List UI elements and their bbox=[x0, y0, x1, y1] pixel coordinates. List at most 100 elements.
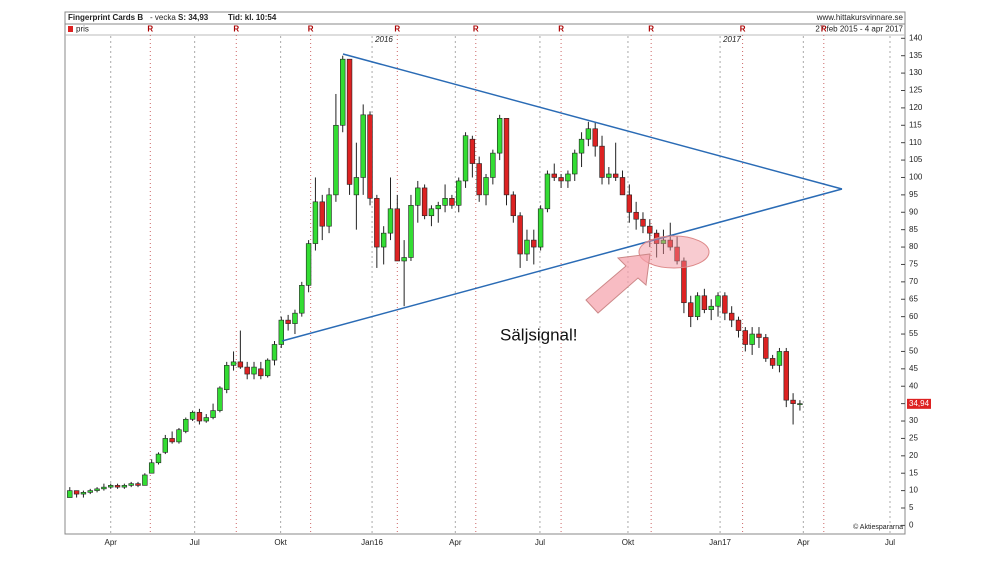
lower-trendline bbox=[281, 188, 843, 342]
candle-body bbox=[244, 366, 250, 375]
report-marker: R bbox=[473, 25, 479, 34]
report-marker: R bbox=[558, 25, 564, 34]
candle-body bbox=[456, 180, 462, 206]
candle-body bbox=[749, 333, 755, 345]
candle-body bbox=[776, 351, 783, 366]
candle-body bbox=[367, 114, 373, 199]
candle-body bbox=[585, 128, 592, 140]
candle-body bbox=[121, 485, 128, 488]
last-price-label: 34,94 bbox=[909, 399, 930, 408]
report-marker: R bbox=[394, 25, 400, 34]
legend-label: pris bbox=[76, 25, 89, 34]
candle-body bbox=[67, 490, 73, 498]
candle-body bbox=[135, 483, 141, 486]
candle-body bbox=[565, 173, 571, 182]
report-marker: R bbox=[233, 25, 239, 34]
report-marker: R bbox=[648, 25, 654, 34]
candle-body bbox=[176, 429, 182, 443]
report-marker: R bbox=[821, 25, 827, 34]
candle-body bbox=[510, 194, 517, 217]
candle-body bbox=[353, 177, 360, 196]
candle-body bbox=[278, 319, 285, 345]
y-tick-label: 140 bbox=[909, 33, 923, 42]
candle-body bbox=[114, 485, 121, 488]
candle-body bbox=[578, 138, 585, 154]
signal-arrow bbox=[585, 253, 651, 314]
candle-body bbox=[148, 462, 155, 474]
candle-body bbox=[340, 58, 346, 126]
candle-body bbox=[203, 417, 209, 422]
y-tick-label: 95 bbox=[909, 190, 918, 199]
candle-body bbox=[496, 118, 503, 154]
y-tick-label: 60 bbox=[909, 312, 918, 321]
candle-body bbox=[763, 337, 769, 359]
candle-body bbox=[531, 239, 537, 248]
candle-body bbox=[87, 490, 93, 493]
report-marker: R bbox=[740, 25, 746, 34]
candle-body bbox=[162, 438, 168, 453]
y-tick-label: 110 bbox=[909, 138, 922, 147]
y-tick-label: 80 bbox=[909, 242, 918, 251]
candle-body bbox=[626, 194, 633, 213]
y-tick-label: 75 bbox=[909, 260, 918, 269]
y-tick-label: 120 bbox=[909, 103, 923, 112]
legend-swatch bbox=[68, 26, 73, 32]
last-price-box bbox=[907, 398, 931, 409]
candle-body bbox=[462, 135, 469, 182]
x-tick-label: Jul bbox=[190, 538, 200, 547]
candle-body bbox=[210, 410, 216, 418]
upper-trendline bbox=[342, 53, 843, 190]
chart-title: Fingerprint Cards B bbox=[68, 13, 143, 22]
y-tick-label: 130 bbox=[909, 68, 923, 77]
last-info: S: 34,93 bbox=[178, 13, 209, 22]
candle-body bbox=[701, 295, 708, 310]
candle-body bbox=[108, 485, 114, 488]
y-tick-label: 90 bbox=[909, 207, 918, 216]
x-tick-label: Apr bbox=[797, 538, 810, 547]
candle-body bbox=[537, 208, 544, 248]
candle-body bbox=[503, 118, 510, 196]
report-marker: R bbox=[308, 25, 314, 34]
candle-body bbox=[271, 344, 278, 361]
candle-body bbox=[783, 351, 789, 401]
y-tick-label: 135 bbox=[909, 51, 923, 60]
candle-body bbox=[708, 305, 714, 310]
candle-body bbox=[476, 163, 482, 196]
candle-body bbox=[169, 438, 175, 443]
candle-body bbox=[264, 359, 271, 377]
x-tick-label: Jan16 bbox=[361, 538, 383, 547]
candle-body bbox=[572, 152, 578, 175]
candle-body bbox=[196, 412, 203, 422]
candle-body bbox=[633, 211, 639, 220]
candle-body bbox=[483, 177, 489, 196]
candle-body bbox=[230, 361, 237, 366]
candle-body bbox=[101, 486, 107, 490]
source: www.hittakursvinnare.se bbox=[816, 13, 904, 22]
report-marker: R bbox=[147, 25, 153, 34]
candle-body bbox=[346, 58, 353, 185]
annotation: Säljsignal! bbox=[500, 325, 578, 344]
candle-body bbox=[551, 173, 557, 178]
x-tick-label: Apr bbox=[449, 538, 462, 547]
candle-body bbox=[769, 358, 776, 366]
year-label: 2017 bbox=[722, 35, 741, 44]
candle-body bbox=[80, 492, 87, 495]
candle-body bbox=[490, 152, 496, 178]
candle-body bbox=[660, 239, 667, 244]
candle-body bbox=[735, 319, 742, 331]
y-tick-label: 25 bbox=[909, 434, 918, 443]
y-tick-label: 5 bbox=[909, 503, 914, 512]
credit: © Aktiespararna bbox=[853, 523, 903, 531]
y-tick-label: 100 bbox=[909, 173, 923, 182]
candle-body bbox=[647, 225, 653, 234]
candle-body bbox=[790, 399, 796, 404]
candle-body bbox=[558, 177, 564, 182]
y-tick-label: 65 bbox=[909, 294, 918, 303]
candle-body bbox=[128, 483, 134, 486]
x-tick-label: Jul bbox=[535, 538, 545, 547]
y-tick-label: 15 bbox=[909, 468, 918, 477]
candle-body bbox=[142, 474, 148, 486]
candle-body bbox=[251, 366, 257, 375]
candle-body bbox=[224, 365, 230, 391]
